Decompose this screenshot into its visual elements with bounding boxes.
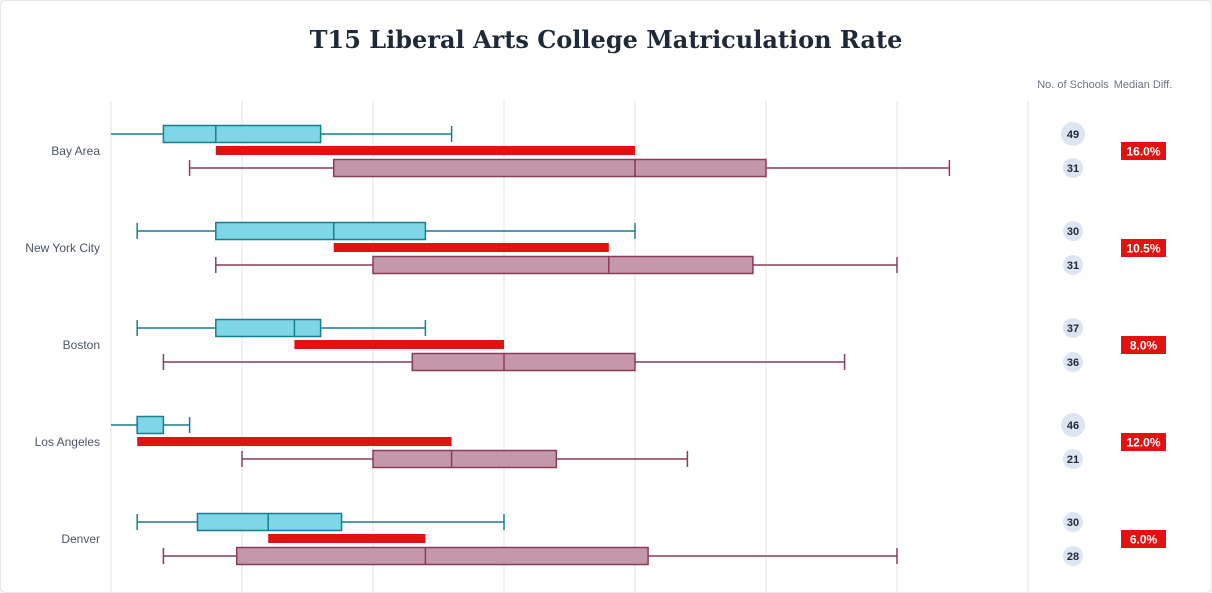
count-bubble — [1063, 449, 1083, 469]
group-a-box — [162, 124, 322, 144]
count-bubble — [1063, 318, 1083, 338]
chart-title: T15 Liberal Arts College Matriculation R… — [309, 25, 903, 54]
category-label: Bay Area — [51, 144, 100, 158]
median-diff-bar — [268, 534, 426, 543]
count-label: 30 — [1067, 517, 1079, 529]
count-column-header: No. of Schools — [1037, 79, 1109, 91]
count-bubble — [1063, 221, 1083, 241]
count-label: 31 — [1067, 163, 1079, 175]
diff-badge-label: 10.5% — [1126, 242, 1160, 256]
count-label: 28 — [1067, 551, 1079, 563]
diff-badge — [1121, 239, 1166, 257]
count-label: 31 — [1067, 260, 1079, 272]
diff-badge-label: 16.0% — [1126, 145, 1160, 159]
count-bubble — [1063, 352, 1083, 372]
category-label: New York City — [25, 241, 100, 255]
diff-badge — [1121, 530, 1166, 548]
group-a-box — [196, 512, 343, 532]
diff-badge — [1121, 142, 1166, 160]
group-b-box — [372, 449, 558, 469]
median-diff-bar — [294, 340, 504, 349]
category-label: Boston — [63, 338, 100, 352]
group-b-box — [411, 352, 636, 372]
group-b-box — [372, 255, 754, 275]
count-bubble — [1063, 255, 1083, 275]
group-b-box — [332, 158, 767, 178]
diff-badge — [1121, 433, 1166, 451]
count-label: 46 — [1067, 420, 1079, 432]
count-bubble — [1061, 122, 1085, 146]
count-bubble — [1063, 546, 1083, 566]
category-label: Los Angeles — [35, 435, 100, 449]
median-diff-bar — [215, 146, 636, 155]
count-bubble — [1061, 413, 1085, 437]
count-label: 49 — [1067, 129, 1079, 141]
group-a-box — [215, 318, 322, 338]
count-label: 36 — [1067, 357, 1079, 369]
diff-column-header: Median Diff. — [1113, 79, 1173, 91]
count-bubble — [1063, 512, 1083, 532]
diff-badge-label: 12.0% — [1126, 436, 1160, 450]
count-bubble — [1063, 158, 1083, 178]
count-label: 21 — [1067, 454, 1079, 466]
median-diff-bar — [137, 437, 452, 446]
diff-badge-label: 6.0% — [1130, 533, 1158, 547]
diff-badge — [1121, 336, 1166, 354]
group-a-box — [215, 221, 427, 241]
count-label: 30 — [1067, 226, 1079, 238]
diff-badge-label: 8.0% — [1130, 339, 1158, 353]
count-label: 37 — [1067, 323, 1079, 335]
group-a-box — [136, 415, 165, 435]
category-label: Denver — [61, 532, 100, 546]
group-b-box — [236, 546, 649, 566]
median-diff-bar — [333, 243, 609, 252]
